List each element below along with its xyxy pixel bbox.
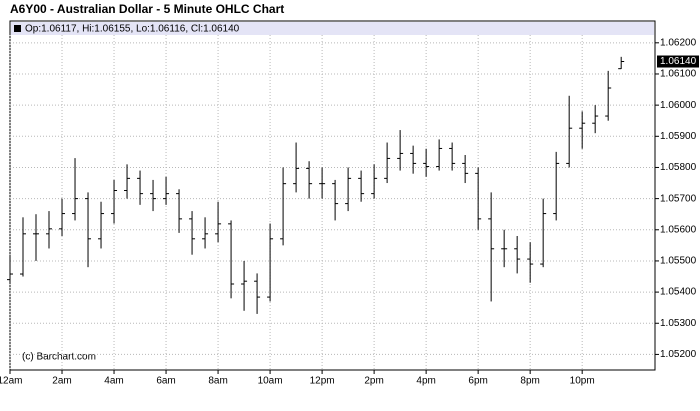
y-tick-label: 1.06100 (660, 69, 697, 80)
watermark: (c) Barchart.com (22, 352, 96, 363)
x-tick-label: 8pm (520, 376, 539, 387)
y-tick-label: 1.05400 (660, 287, 697, 298)
x-tick-label: 2pm (364, 376, 383, 387)
x-tick-label: 10pm (570, 376, 595, 387)
last-price-label: 1.06140 (660, 56, 697, 67)
y-tick-label: 1.06000 (660, 100, 697, 111)
x-tick-label: 6am (156, 376, 175, 387)
x-tick-label: 12pm (310, 376, 335, 387)
x-tick-label: 6pm (468, 376, 487, 387)
y-tick-label: 1.06200 (660, 37, 697, 48)
y-tick-label: 1.05200 (660, 349, 697, 360)
y-tick-label: 1.05500 (660, 256, 697, 267)
x-tick-label: 12am (0, 376, 23, 387)
y-tick-label: 1.05900 (660, 131, 697, 142)
x-tick-label: 8am (208, 376, 227, 387)
x-tick-label: 4am (104, 376, 123, 387)
y-tick-label: 1.05300 (660, 318, 697, 329)
last-price-box (657, 55, 699, 68)
grid (9, 35, 655, 370)
y-tick-label: 1.05600 (660, 224, 697, 235)
x-tick-label: 2am (52, 376, 71, 387)
plot-area (9, 20, 656, 371)
x-tick-label: 4pm (416, 376, 435, 387)
y-tick-label: 1.05700 (660, 193, 697, 204)
chart-title: A6Y00 - Australian Dollar - 5 Minute OHL… (10, 2, 284, 16)
y-tick-label: 1.05800 (660, 162, 697, 173)
legend-swatch (14, 25, 21, 32)
legend-text: Op:1.06117, Hi:1.06155, Lo:1.06116, Cl:1… (25, 24, 240, 35)
legend-band (11, 22, 654, 35)
bars (7, 56, 625, 314)
x-tick-label: 10am (258, 376, 283, 387)
